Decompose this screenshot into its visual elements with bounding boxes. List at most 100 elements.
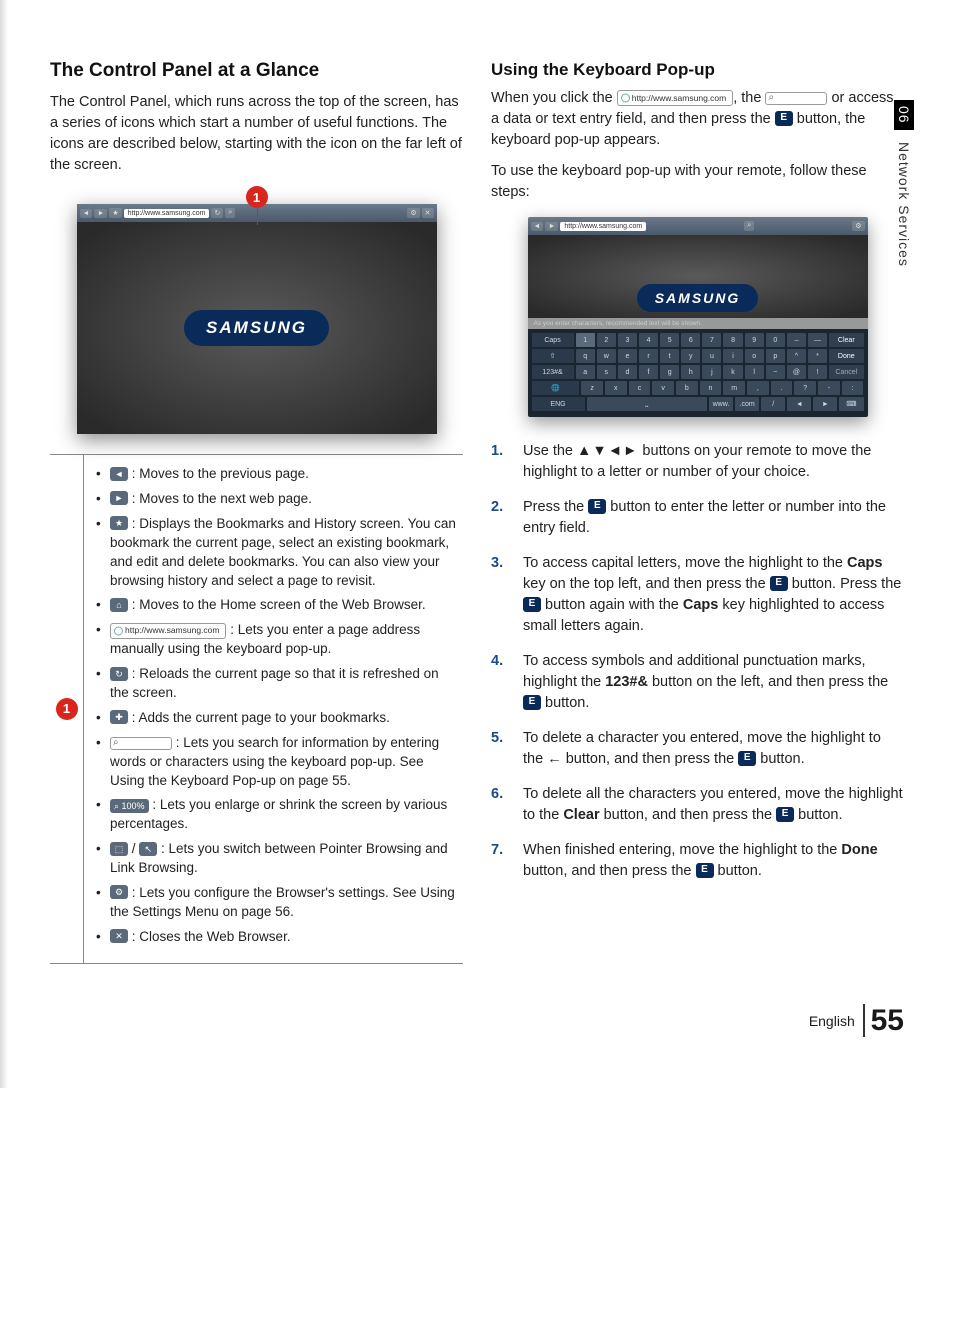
step-item: 4.To access symbols and additional punct…	[491, 651, 904, 714]
samsung-logo: SAMSUNG	[184, 310, 329, 346]
keyboard-key: s	[597, 365, 616, 379]
step-text: button.	[794, 807, 842, 823]
step-text: button, and then press the	[600, 807, 777, 823]
nav-bookmark-icon: ★	[109, 208, 121, 218]
icon-list-item: : Lets you search for information by ent…	[96, 734, 459, 791]
callout-bubble-1: 1	[246, 186, 268, 208]
left-heading: The Control Panel at a Glance	[50, 60, 463, 82]
intro-text-1b: , the	[733, 90, 765, 106]
list-item-text: : Lets you switch between Pointer Browsi…	[110, 841, 448, 875]
list-icon: ⚙	[110, 885, 128, 899]
footer-page-number: 55	[863, 1004, 904, 1037]
keyboard-key: 9	[745, 333, 764, 347]
enter-button-icon: E	[523, 695, 541, 710]
step-text: button, and then press the	[562, 751, 739, 767]
kb-nav-fwd-icon: ►	[545, 222, 558, 231]
url-bar: http://www.samsung.com	[124, 209, 210, 218]
kb-content-area: SAMSUNG	[528, 235, 868, 318]
keyboard-key: ⇧	[532, 349, 574, 363]
kb-nav-settings-icon: ⚙	[852, 221, 864, 231]
list-item-text: : Adds the current page to your bookmark…	[128, 710, 390, 725]
icon-list-item: ↻ : Reloads the current page so that it …	[96, 665, 459, 703]
step-number: 5.	[491, 728, 503, 749]
list-item-text: : Lets you enlarge or shrink the screen …	[110, 797, 447, 831]
keyboard-key: ?	[794, 381, 816, 395]
icon-list-item: ⌂ : Moves to the Home screen of the Web …	[96, 596, 459, 615]
list-icon: ✕	[110, 929, 128, 943]
keyboard-row: 123#&asdfghjkl~@!Cancel	[532, 365, 864, 379]
right-intro-2: To use the keyboard pop-up with your rem…	[491, 161, 904, 203]
callout-panel: 1 ◄ : Moves to the previous page.► : Mov…	[50, 454, 463, 964]
left-column: The Control Panel at a Glance The Contro…	[50, 60, 463, 964]
search-chip-inline	[765, 92, 827, 105]
chapter-title: Network Services	[894, 138, 914, 271]
step-text: button.	[714, 863, 762, 879]
list-icon: ✚	[110, 710, 128, 724]
keyboard-key: t	[660, 349, 679, 363]
step-item: 1.Use the ▲▼◄► buttons on your remote to…	[491, 441, 904, 483]
list-item-text: : Moves to the previous page.	[128, 466, 309, 481]
step-bold: Clear	[563, 807, 599, 823]
nav-settings-icon: ⚙	[407, 208, 419, 218]
list-item-text: : Lets you configure the Browser's setti…	[110, 885, 455, 919]
step-number: 7.	[491, 840, 503, 861]
keyboard-key: -	[818, 381, 840, 395]
callout-num-column: 1	[50, 455, 84, 963]
keyboard-key: o	[745, 349, 764, 363]
step-text: button, and then press the	[523, 863, 696, 879]
keyboard-key: d	[618, 365, 637, 379]
list-icon: ◄	[110, 467, 128, 481]
nav-back-icon: ◄	[80, 209, 93, 218]
keyboard-grid: Caps1234567890–—Clear⇧qwertyuiop^*Done12…	[528, 329, 868, 417]
keyboard-key: *	[808, 349, 827, 363]
keyboard-key: q	[576, 349, 595, 363]
callout-line	[257, 207, 258, 225]
chapter-tab: 06 Network Services	[894, 100, 914, 271]
keyboard-key: k	[723, 365, 742, 379]
icon-list-item: ◄ : Moves to the previous page.	[96, 465, 459, 484]
list-zoom-chip: ⌕ 100%	[110, 799, 149, 814]
kb-samsung-logo: SAMSUNG	[637, 284, 759, 312]
keyboard-key: 🌐	[532, 381, 580, 395]
list-icon: ★	[110, 516, 128, 530]
step-bold: Caps	[683, 597, 718, 613]
icon-list-item: ✚ : Adds the current page to your bookma…	[96, 709, 459, 728]
nav-fwd-icon: ►	[94, 209, 107, 218]
keyboard-key: 0	[766, 333, 785, 347]
callout-number-1: 1	[56, 698, 78, 720]
enter-button-icon: E	[523, 597, 541, 612]
keyboard-key: h	[681, 365, 700, 379]
keyboard-key: c	[629, 381, 651, 395]
keyboard-key: w	[597, 349, 616, 363]
right-intro-1: When you click the http://www.samsung.co…	[491, 88, 904, 151]
keyboard-key: ENG	[532, 397, 585, 411]
step-item: 6.To delete all the characters you enter…	[491, 784, 904, 826]
keyboard-key: www.	[709, 397, 733, 411]
keyboard-key: Clear	[829, 333, 863, 347]
keyboard-key: v	[652, 381, 674, 395]
keyboard-key: z	[581, 381, 603, 395]
keyboard-key: 1	[576, 333, 595, 347]
list-item-text: : Displays the Bookmarks and History scr…	[110, 516, 456, 588]
intro-text-1a: When you click the	[491, 90, 617, 106]
keyboard-key: 6	[681, 333, 700, 347]
list-icon: ⌂	[110, 598, 128, 612]
keyboard-row: ENG⎵www..com/◄►⌨	[532, 397, 864, 411]
keyboard-key: .com	[735, 397, 759, 411]
keyboard-key: b	[676, 381, 698, 395]
step-text: button.	[756, 751, 804, 767]
step-bold: Done	[841, 842, 877, 858]
step-text: button.	[541, 695, 589, 711]
keyboard-key: ►	[813, 397, 837, 411]
left-intro: The Control Panel, which runs across the…	[50, 92, 463, 176]
keyboard-key: r	[639, 349, 658, 363]
keyboard-key: x	[605, 381, 627, 395]
keyboard-key: 3	[618, 333, 637, 347]
keyboard-key: l	[745, 365, 764, 379]
step-text: When finished entering, move the highlig…	[523, 842, 841, 858]
keyboard-key: 123#&	[532, 365, 574, 379]
kb-nav-back-icon: ◄	[531, 222, 544, 231]
nav-search-icon: ⌕	[225, 208, 235, 218]
keyboard-key: @	[787, 365, 806, 379]
icon-description-list: ◄ : Moves to the previous page.► : Moves…	[96, 465, 459, 947]
